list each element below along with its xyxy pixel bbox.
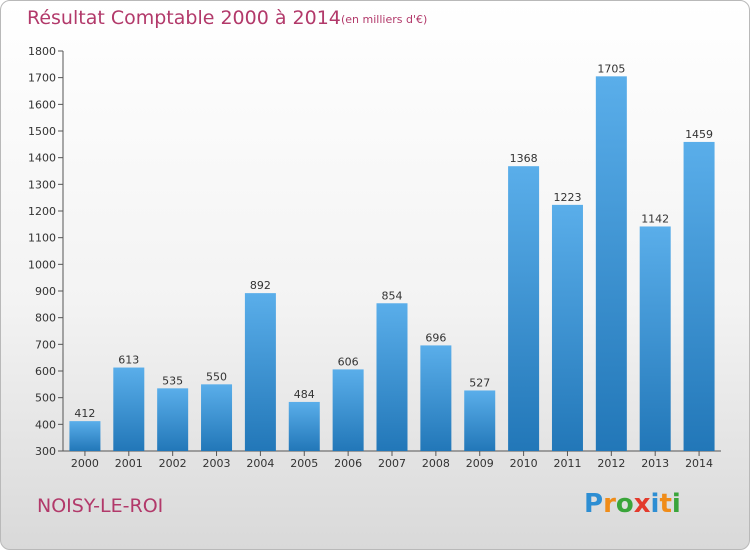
- x-tick-label: 2003: [203, 457, 231, 470]
- y-tick-label: 900: [35, 285, 56, 298]
- y-tick-label: 1200: [28, 205, 56, 218]
- data-label: 527: [469, 376, 490, 389]
- proxiti-logo: Proxiti: [584, 489, 681, 519]
- data-label: 535: [162, 374, 183, 387]
- bar: [332, 369, 364, 451]
- y-tick-label: 1300: [28, 178, 56, 191]
- y-tick-label: 800: [35, 312, 56, 325]
- bar: [157, 388, 189, 451]
- y-tick-label: 600: [35, 365, 56, 378]
- data-label: 1142: [641, 212, 669, 225]
- bar: [683, 141, 715, 451]
- bar: [376, 303, 408, 451]
- y-tick-label: 700: [35, 338, 56, 351]
- bar: [595, 76, 627, 451]
- x-tick-label: 2007: [378, 457, 406, 470]
- x-tick-label: 2005: [290, 457, 318, 470]
- y-tick-label: 1800: [28, 45, 56, 58]
- y-tick-label: 400: [35, 418, 56, 431]
- data-label: 484: [294, 388, 315, 401]
- data-label: 1223: [553, 191, 581, 204]
- y-tick-label: 1000: [28, 258, 56, 271]
- bar: [113, 367, 145, 451]
- logo-letter: o: [615, 489, 634, 519]
- y-tick-label: 1600: [28, 98, 56, 111]
- logo-letter: i: [650, 489, 660, 519]
- logo-letter: t: [659, 489, 672, 519]
- bar: [551, 204, 583, 451]
- logo-letter: P: [584, 489, 604, 519]
- y-tick-label: 1400: [28, 152, 56, 165]
- y-tick-label: 1500: [28, 125, 56, 138]
- data-label: 1368: [510, 152, 538, 165]
- bar: [639, 226, 671, 451]
- bar: [420, 345, 452, 451]
- bar: [244, 293, 276, 451]
- data-label: 854: [382, 289, 403, 302]
- data-label: 1705: [597, 62, 625, 75]
- x-tick-label: 2014: [685, 457, 713, 470]
- y-tick-label: 1100: [28, 232, 56, 245]
- chart-title: Résultat Comptable 2000 à 2014: [27, 7, 341, 29]
- data-label: 892: [250, 279, 271, 292]
- bar: [201, 384, 233, 451]
- x-tick-label: 2011: [553, 457, 581, 470]
- x-tick-label: 2010: [510, 457, 538, 470]
- y-tick-label: 300: [35, 445, 56, 458]
- x-tick-label: 2006: [334, 457, 362, 470]
- x-tick-label: 2008: [422, 457, 450, 470]
- logo-letter: i: [671, 489, 681, 519]
- x-tick-label: 2000: [71, 457, 99, 470]
- bar: [464, 390, 496, 451]
- x-tick-label: 2002: [159, 457, 187, 470]
- data-label: 696: [425, 331, 446, 344]
- commune-name: NOISY-LE-ROI: [37, 495, 164, 517]
- bar: [508, 166, 540, 451]
- x-tick-label: 2012: [597, 457, 625, 470]
- data-label: 550: [206, 370, 227, 383]
- x-tick-label: 2004: [246, 457, 274, 470]
- bar: [69, 421, 101, 451]
- y-tick-label: 500: [35, 392, 56, 405]
- logo-letter: x: [633, 489, 651, 519]
- bar: [288, 401, 320, 451]
- logo-letter: r: [603, 489, 616, 519]
- data-label: 1459: [685, 128, 713, 141]
- data-label: 412: [74, 407, 95, 420]
- y-tick-label: 1700: [28, 72, 56, 85]
- data-label: 606: [338, 355, 359, 368]
- x-tick-label: 2009: [466, 457, 494, 470]
- chart-subtitle: (en milliers d'€): [341, 13, 428, 26]
- x-tick-label: 2001: [115, 457, 143, 470]
- x-tick-label: 2013: [641, 457, 669, 470]
- data-label: 613: [118, 354, 139, 367]
